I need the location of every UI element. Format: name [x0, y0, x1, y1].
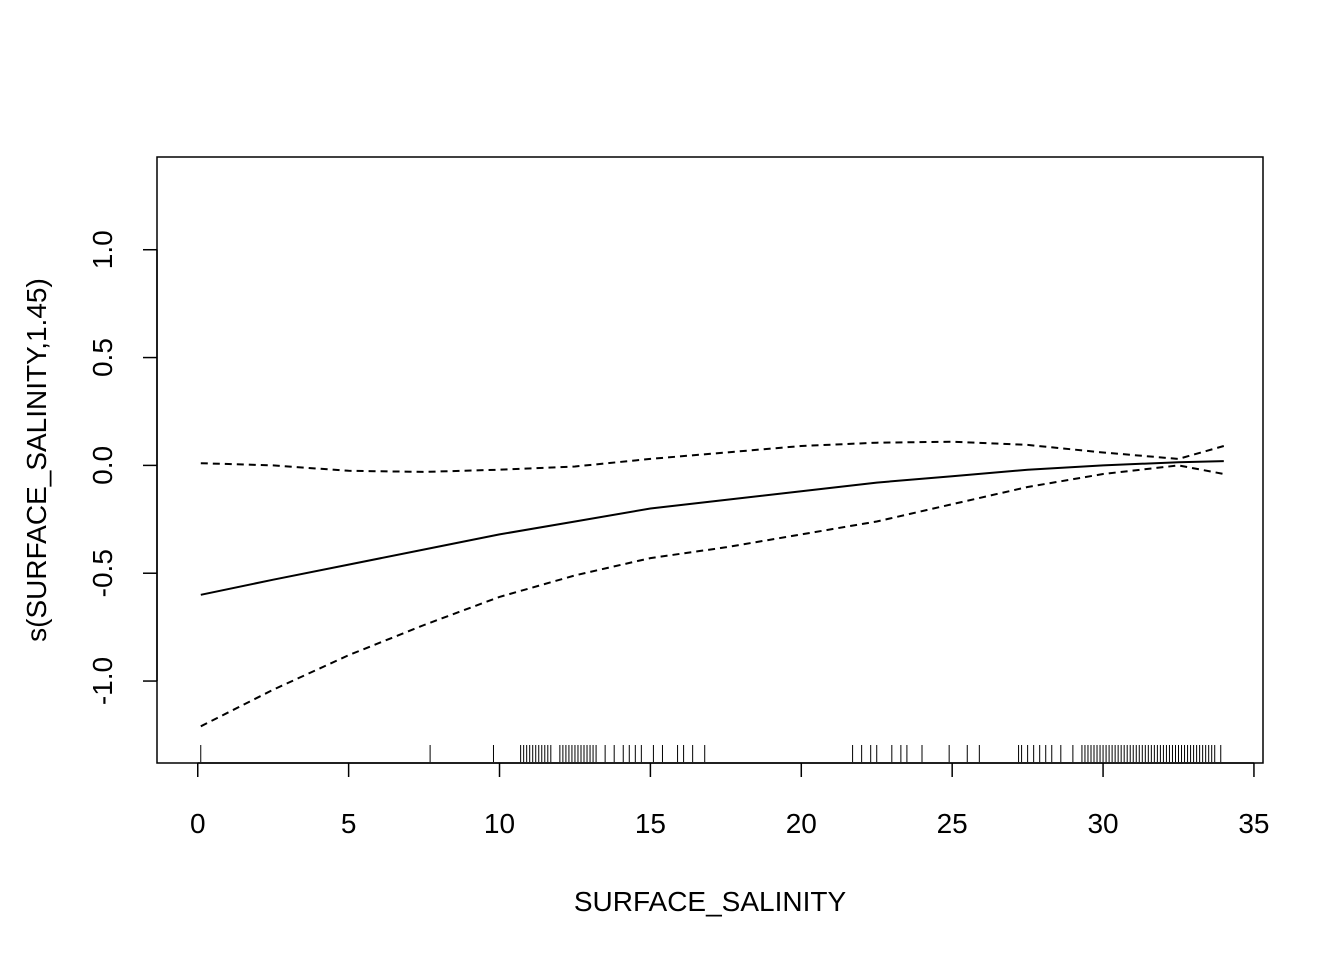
y-axis-title: s(SURFACE_SALINITY,1.45): [21, 278, 52, 642]
x-tick-label: 10: [484, 808, 515, 839]
y-tick-label: 0.5: [87, 338, 118, 377]
y-tick-label: 1.0: [87, 230, 118, 269]
x-tick-label: 15: [635, 808, 666, 839]
series-fit: [200, 460, 1224, 596]
x-tick-label: 35: [1238, 808, 1269, 839]
series-lines: [200, 440, 1225, 728]
x-tick-label: 25: [937, 808, 968, 839]
series-upper-band: [200, 440, 1225, 473]
y-axis: -1.0 -0.5 0.0 0.5 1.0: [87, 230, 158, 705]
x-axis: 0 5 10 15 20 25 30 35: [190, 762, 1270, 839]
x-tick-label: 20: [786, 808, 817, 839]
y-tick-label: -1.0: [87, 657, 118, 705]
x-axis-title: SURFACE_SALINITY: [574, 886, 847, 917]
x-tick-label: 0: [190, 808, 206, 839]
y-tick-label: 0.0: [87, 446, 118, 485]
rug-marks: [200, 745, 1222, 762]
y-tick-label: -0.5: [87, 549, 118, 597]
plot-frame: [156, 156, 1264, 764]
series-lower-band: [200, 464, 1224, 728]
x-tick-label: 5: [341, 808, 357, 839]
x-tick-label: 30: [1087, 808, 1118, 839]
